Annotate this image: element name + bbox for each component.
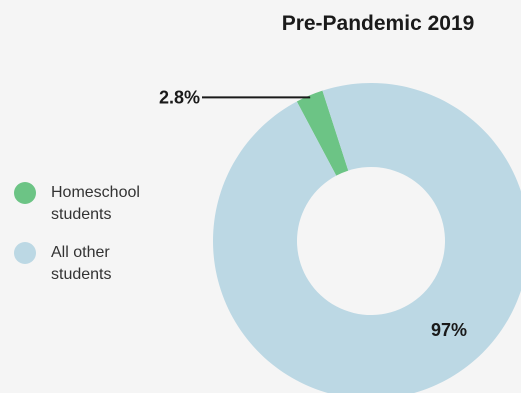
legend-label-other-line2: students [51, 266, 112, 283]
legend-label-other: All other students [51, 242, 171, 286]
legend-label-other-line1: All other [51, 244, 110, 261]
legend-item-homeschool: Homeschool students [14, 182, 171, 226]
legend: Homeschool students All other students [14, 182, 171, 302]
legend-label-homeschool: Homeschool students [51, 182, 171, 226]
data-label-homeschool: 2.8% [159, 87, 200, 107]
chart-title: Pre-Pandemic 2019 [281, 12, 475, 35]
slice-homeschool [296, 90, 349, 176]
legend-label-homeschool-line2: students [51, 206, 112, 223]
data-label-other: 97% [431, 320, 467, 340]
legend-swatch-homeschool [14, 182, 36, 204]
legend-swatch-other [14, 242, 36, 264]
legend-item-other: All other students [14, 242, 171, 286]
legend-label-homeschool-line1: Homeschool [51, 184, 140, 201]
slice-other [213, 83, 521, 393]
